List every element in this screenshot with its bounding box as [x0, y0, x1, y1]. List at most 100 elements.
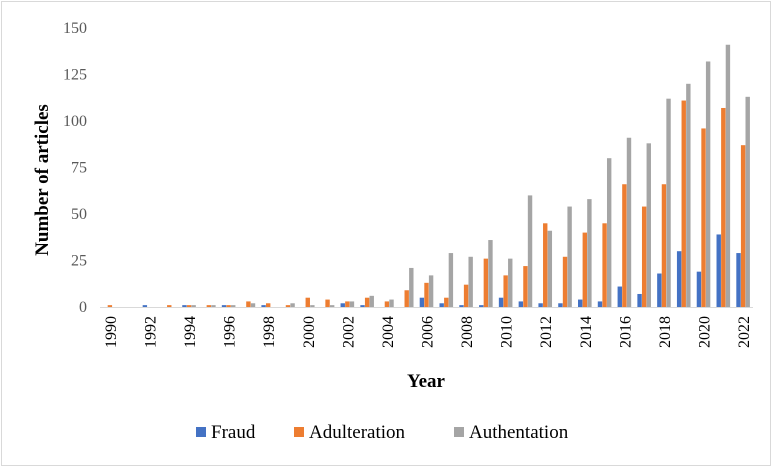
bar-adulteration-2000: [305, 297, 310, 307]
bar-fraud-2012: [538, 303, 543, 307]
bar-fraud-2011: [518, 301, 524, 307]
x-tick-label: 1994: [182, 316, 199, 348]
legend-label-fraud: Fraud: [211, 422, 256, 443]
bar-authentation-1995: [211, 305, 216, 307]
x-tick-label: 2016: [617, 316, 634, 348]
bar-adulteration-2018: [661, 184, 667, 307]
x-tick-label: 2010: [499, 316, 516, 348]
bar-adulteration-1995: [206, 305, 212, 307]
bar-adulteration-2002: [345, 301, 350, 307]
bar-adulteration-2006: [424, 282, 429, 307]
bar-authentation-2002: [349, 301, 355, 307]
bar-authentation-2001: [329, 305, 335, 307]
bar-authentation-2012: [547, 230, 553, 307]
bar-adulteration-2005: [404, 290, 409, 307]
bar-adulteration-1993: [167, 305, 172, 307]
bar-authentation-2009: [488, 240, 493, 307]
legend-swatch-authentation: [454, 427, 464, 437]
bar-authentation-1994: [191, 305, 196, 307]
bar-authentation-1997: [250, 303, 256, 307]
bar-adulteration-2013: [562, 256, 568, 307]
bar-authentation-2022: [745, 96, 750, 307]
bar-fraud-2009: [479, 305, 484, 307]
bar-adulteration-1996: [226, 305, 231, 307]
legend-label-authentation: Authentation: [469, 422, 569, 443]
bar-adulteration-2017: [641, 206, 647, 307]
bar-authentation-2019: [686, 83, 691, 307]
bar-authentation-2016: [626, 137, 632, 307]
legend: Fraud Adulteration Authentation: [196, 422, 569, 443]
x-tick-label: 1992: [143, 316, 160, 348]
bar-authentation-2017: [646, 143, 651, 307]
bar-adulteration-2015: [602, 223, 607, 307]
x-tick-label: 1990: [103, 316, 120, 348]
bar-authentation-2007: [448, 253, 454, 307]
bar-fraud-2022: [736, 253, 741, 307]
x-tick-label: 2014: [578, 316, 595, 348]
x-tick-label: 2012: [538, 316, 555, 348]
bar-fraud-1994: [182, 305, 187, 307]
bar-fraud-1998: [261, 305, 266, 307]
bar-adulteration-2009: [483, 258, 489, 307]
bar-fraud-2007: [439, 303, 444, 307]
x-tick-label: 2020: [697, 316, 714, 348]
bar-fraud-2018: [657, 273, 662, 307]
y-tick-label: 25: [71, 253, 87, 270]
bar-fraud-1996: [221, 305, 227, 307]
y-tick-label: 0: [79, 299, 87, 316]
bar-adulteration-2003: [364, 297, 370, 307]
bar-fraud-2014: [578, 299, 583, 307]
bar-fraud-2019: [676, 251, 682, 307]
bar-adulteration-2020: [701, 128, 706, 307]
bar-adulteration-1994: [186, 305, 192, 307]
bar-adulteration-1998: [266, 303, 271, 307]
x-tick-label: 2006: [420, 316, 437, 348]
bar-fraud-2017: [637, 293, 642, 307]
bar-adulteration-2007: [444, 297, 449, 307]
bar-adulteration-1990: [107, 305, 113, 307]
bar-authentation-2011: [527, 195, 533, 307]
x-axis-ticks: 1990 1992 1994 1996 1998 2000 2002 2004 2006 2008…: [103, 316, 753, 348]
bar-authentation-2008: [468, 256, 473, 307]
bar-authentation-2006: [428, 275, 434, 307]
bar-adulteration-2011: [523, 266, 528, 307]
bar-adulteration-1997: [246, 301, 251, 307]
bar-authentation-2003: [369, 295, 374, 307]
legend-label-adulteration: Adulteration: [309, 422, 406, 443]
bar-fraud-2002: [340, 303, 345, 307]
bar-authentation-2013: [567, 206, 572, 307]
bar-authentation-2010: [508, 258, 513, 307]
x-tick-label: 1998: [261, 316, 278, 348]
bar-authentation-2018: [666, 98, 671, 308]
bar-fraud-2020: [696, 271, 702, 307]
bar-authentation-2005: [409, 267, 414, 307]
bar-fraud-2021: [716, 234, 721, 307]
bar-fraud-2010: [498, 297, 504, 307]
bar-authentation-2014: [587, 199, 592, 307]
bar-authentation-2021: [725, 44, 731, 308]
y-tick-label: 50: [71, 206, 87, 223]
y-tick-label: 100: [63, 113, 87, 130]
bar-fraud-2003: [360, 305, 365, 307]
y-tick-label: 125: [63, 67, 87, 84]
bars: [107, 44, 750, 308]
bar-authentation-1999: [290, 303, 295, 307]
bar-adulteration-2016: [622, 184, 627, 307]
x-tick-label: 2002: [340, 316, 357, 348]
bar-fraud-2013: [558, 303, 563, 307]
bar-fraud-2008: [459, 305, 464, 307]
y-tick-label: 75: [71, 160, 87, 177]
bar-authentation-2015: [606, 158, 612, 307]
bar-fraud-2016: [617, 286, 622, 307]
bar-authentation-2000: [310, 305, 315, 307]
bar-authentation-2020: [705, 61, 711, 308]
bar-fraud-2006: [419, 297, 425, 307]
x-tick-label: 2008: [459, 316, 476, 348]
x-tick-label: 2004: [380, 316, 397, 348]
y-tick-label: 150: [63, 20, 87, 37]
bar-adulteration-2004: [384, 301, 390, 307]
bar-authentation-2004: [389, 299, 394, 307]
bar-fraud-2015: [597, 301, 603, 307]
bar-adulteration-2019: [681, 100, 686, 307]
